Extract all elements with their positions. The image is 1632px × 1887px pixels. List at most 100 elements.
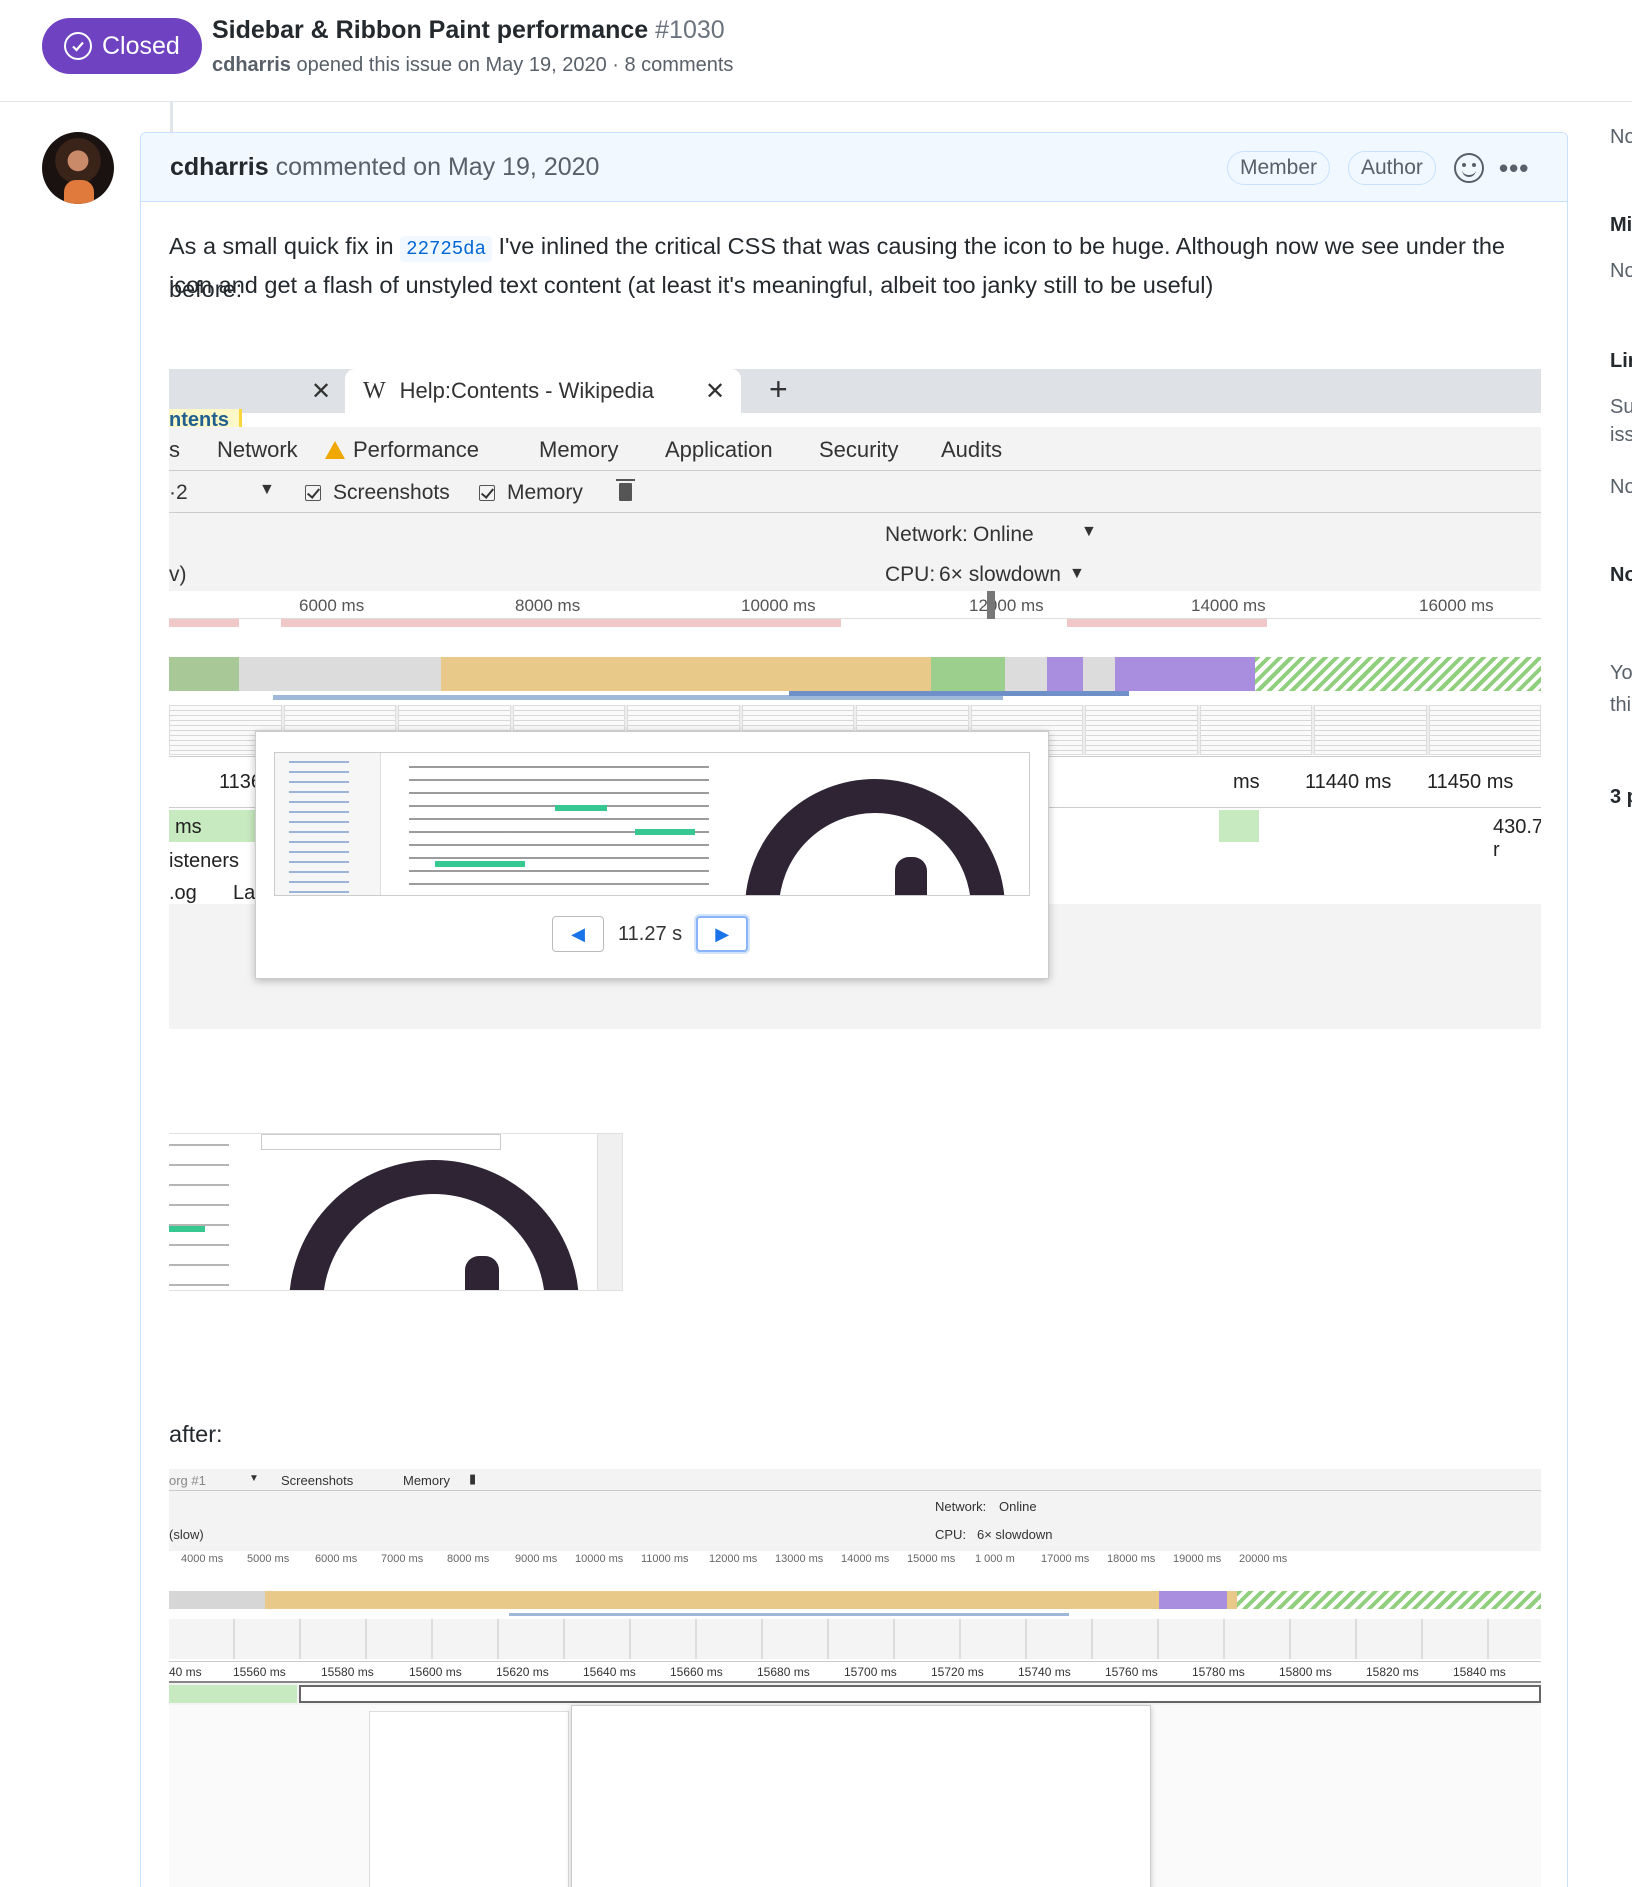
ruler-tick: 8000 ms (447, 1553, 490, 1565)
before-label: before: (169, 276, 243, 302)
comment-body-start: As a small quick fix in (169, 233, 394, 259)
network-lane (273, 695, 1003, 700)
comment: cdharris commented on May 19, 2020 Membe… (140, 132, 1568, 1887)
screenshot-preview (169, 1705, 1541, 1887)
ruler-tick: 10000 ms (575, 1553, 624, 1565)
ruler-tick: 18000 ms (1107, 1553, 1156, 1565)
cpu-value: 6× slowdown (939, 563, 1061, 586)
ruler-tick: 6000 ms (315, 1553, 358, 1565)
ruler-tick: 17000 ms (1041, 1553, 1090, 1565)
profile-select: org #1 (169, 1473, 206, 1488)
issue-title: Sidebar & Ribbon Paint performance #1030 (212, 16, 725, 45)
frames-ruler: 40 ms 15560 ms 15580 ms 15600 ms 15620 m… (169, 1661, 1541, 1683)
browser-tab: W Help:Contents - Wikipedia ✕ (345, 369, 741, 413)
issue-author-link[interactable]: cdharris (212, 54, 291, 76)
frame-tick: 15800 ms (1279, 1665, 1332, 1679)
checkbox-icon (479, 485, 495, 501)
previous-frame-button[interactable]: ◀ (552, 916, 604, 952)
after-label: after: (169, 1421, 223, 1447)
sidebar-text: thi (1610, 694, 1632, 716)
cpu-label: CPU: (885, 563, 936, 586)
check-circle-icon (64, 32, 92, 60)
after-screenshot[interactable]: org #1 ▼ Screenshots Memory ▮ Network: O… (169, 1469, 1541, 1887)
sidebar-text: No (1610, 476, 1632, 498)
profile-select: ·2 (169, 481, 188, 504)
issue-state-label: Closed (102, 31, 180, 60)
icon-nub (465, 1256, 499, 1290)
selection-handle (987, 591, 995, 619)
preview-frame (369, 1711, 569, 1887)
sidebar-text: No (1610, 260, 1632, 282)
frame-tick: 15780 ms (1192, 1665, 1245, 1679)
ruler-tick: 12000 ms (709, 1553, 758, 1565)
network-lane (789, 691, 1129, 696)
network-value: Online (999, 1499, 1037, 1514)
page-strip: ntents (169, 409, 1541, 432)
commit-sha-link[interactable]: 22725da (400, 236, 492, 262)
network-value: Online (973, 523, 1034, 546)
memory-checkbox: Memory (479, 481, 583, 505)
frame-tick: 15680 ms (757, 1665, 810, 1679)
film-frame (1428, 705, 1541, 755)
screenshots-label: Screenshots (333, 481, 450, 504)
ruler-tick: 20000 ms (1239, 1553, 1288, 1565)
devtools-tab-application: Application (665, 437, 773, 462)
cpu-segment (441, 657, 931, 691)
frame-tick: 15580 ms (321, 1665, 374, 1679)
comment-author-link[interactable]: cdharris (170, 153, 269, 181)
ruler-tick: 6000 ms (299, 596, 365, 615)
issue-header: Closed Sidebar & Ribbon Paint performanc… (0, 0, 1632, 102)
film-frame (1199, 705, 1312, 755)
film-frame (1314, 705, 1427, 755)
timeline-ruler: 6000 ms 8000 ms 10000 ms 12000 ms 14000 … (169, 591, 1541, 619)
devtools-tab: s (169, 437, 180, 462)
cropped-screenshot[interactable] (169, 1133, 623, 1291)
comment-timestamp[interactable]: commented on May 19, 2020 (275, 153, 600, 181)
log-label: .og (169, 882, 197, 904)
devtools-tabs: s Network Performance Memory Application… (169, 427, 1541, 474)
before-screenshot[interactable]: ✕ W Help:Contents - Wikipedia ✕ + ntents… (169, 369, 1541, 1029)
issue-meta-text: opened this issue on May 19, 2020 · 8 co… (296, 54, 734, 76)
capture-settings: v) Network: Online ▼ CPU: 6× slowdown ▼ (169, 513, 1541, 591)
ruler-tick: 10000 ms (741, 596, 816, 615)
next-frame-button[interactable]: ▶ (696, 916, 749, 952)
sidebar-text: Yo (1610, 662, 1632, 684)
sidebar-heading: No (1610, 564, 1632, 586)
comment-body-end: I've inlined the critical CSS that was c… (169, 233, 1506, 298)
ruler-tick: 14000 ms (1191, 596, 1266, 615)
checkbox-icon (305, 485, 321, 501)
devtools-tab-network: Network (217, 437, 298, 462)
ruler-tick: 16000 ms (1419, 596, 1494, 615)
plus-icon: + (769, 371, 788, 407)
listeners-label: isteners (169, 850, 240, 872)
cpu-label: CPU: (935, 1527, 967, 1542)
add-reaction-icon[interactable] (1454, 153, 1484, 183)
frame-time: 11.27 s (618, 922, 683, 945)
highlight (169, 1226, 205, 1232)
browser-tabbar: ✕ W Help:Contents - Wikipedia ✕ + (169, 369, 1541, 413)
timeline-line (170, 102, 173, 132)
screenshot-popover: ◀ 11.27 s ▶ (255, 731, 1049, 979)
text-fragment (169, 1134, 229, 1290)
issue-sidebar: No Mi No Lin Su iss No No Yo thi 3 p (1608, 102, 1632, 1887)
comment-body: As a small quick fix in 22725da I've inl… (169, 228, 1549, 303)
screenshots-filmstrip (169, 1619, 1541, 1659)
issue-meta: cdharris opened this issue on May 19, 20… (212, 54, 733, 77)
more-options-icon[interactable]: ••• (1499, 153, 1530, 183)
ruler-tick: 14000 ms (841, 1553, 890, 1565)
memory-label: Memory (507, 481, 583, 504)
ruler-tick: 15000 ms (907, 1553, 956, 1565)
icon-arc (289, 1160, 579, 1290)
scrollbar (597, 1134, 622, 1290)
cpu-segment (265, 1591, 1275, 1609)
close-icon: ✕ (311, 378, 332, 405)
ruler-tick: 13000 ms (775, 1553, 824, 1565)
avatar[interactable] (42, 132, 114, 204)
dropdown-arrow-icon: ▼ (249, 1473, 259, 1484)
frame-tick: 11450 ms (1427, 771, 1514, 793)
issue-number: #1030 (655, 16, 725, 44)
frame-tick: 15840 ms (1453, 1665, 1506, 1679)
close-icon: ✕ (705, 378, 726, 405)
frame-tick: 15740 ms (1018, 1665, 1071, 1679)
